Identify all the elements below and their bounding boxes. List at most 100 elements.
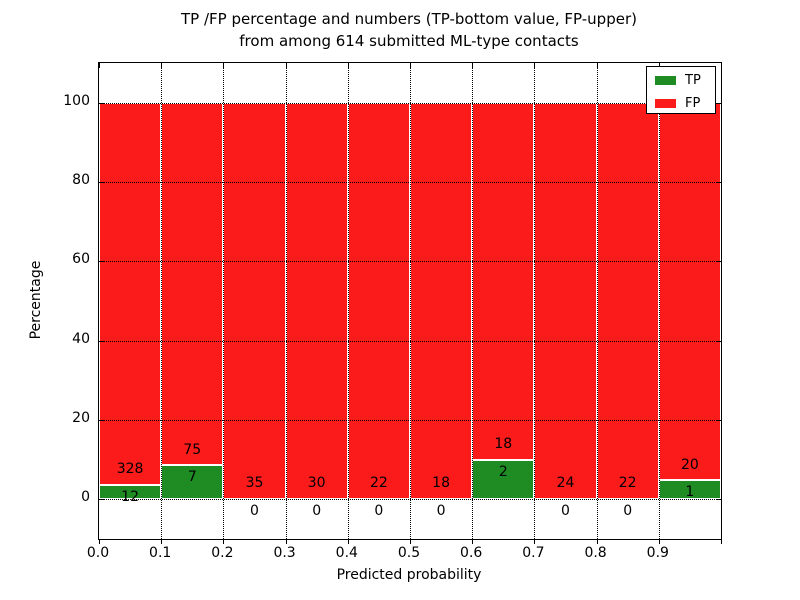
- x-tick-label: 0.1: [149, 545, 172, 561]
- v-gridline: [347, 63, 349, 539]
- tp-count-label: 0: [374, 503, 384, 520]
- x-tick-top: [658, 63, 660, 68]
- legend-label-fp: FP: [685, 95, 701, 111]
- x-tick-bottom: [410, 539, 411, 544]
- x-tick-top: [721, 63, 722, 68]
- x-tick-top: [596, 63, 598, 68]
- fp-bar-segment: [347, 102, 410, 500]
- v-gridline: [472, 63, 474, 539]
- y-tick-left: [99, 102, 104, 104]
- v-gridline: [410, 63, 411, 539]
- y-tick-right: [716, 420, 721, 421]
- x-tick-bottom: [472, 539, 474, 544]
- fp-bar-segment: [99, 102, 162, 486]
- fp-bar-segment: [596, 102, 659, 500]
- fp-bar-segment: [161, 102, 224, 466]
- x-tick-top: [161, 63, 163, 68]
- v-gridline: [596, 63, 598, 539]
- tp-count-label: 0: [561, 503, 570, 520]
- v-gridline: [285, 63, 287, 539]
- fp-bar-segment: [534, 102, 597, 500]
- tp-bar-segment: [161, 465, 224, 500]
- x-tick-label: 0.5: [397, 545, 421, 561]
- fp-swatch-icon: [655, 98, 676, 108]
- v-gridline: [658, 63, 660, 539]
- x-tick-top: [99, 63, 100, 68]
- x-tick-label: 0.8: [584, 545, 607, 561]
- fp-count-label: 75: [183, 441, 202, 458]
- fp-count-label: 22: [369, 475, 388, 492]
- v-gridline: [161, 63, 163, 539]
- chart-title: TP /FP percentage and numbers (TP-bottom…: [98, 9, 720, 52]
- fp-bar-segment: [410, 102, 473, 500]
- tp-count-label: 2: [498, 463, 508, 480]
- fp-bar-segment: [472, 102, 535, 460]
- x-axis-label: Predicted probability: [336, 567, 482, 583]
- y-tick-left: [99, 261, 104, 263]
- y-tick-left: [99, 340, 104, 342]
- chart-title-line2: from among 614 submitted ML-type contact…: [239, 31, 579, 50]
- x-tick-top: [472, 63, 474, 68]
- x-tick-top: [223, 63, 225, 68]
- plot-area: 328 12 75 7 35 0 30 0 22 0 18 0 18 2 24 0 22 0 20 1: [98, 62, 722, 544]
- tp-count-label: 0: [623, 503, 633, 520]
- x-tick-top: [347, 63, 349, 68]
- x-tick-top: [410, 63, 411, 68]
- x-tick-bottom: [534, 539, 536, 544]
- x-tick-label: 0.2: [211, 545, 234, 561]
- tp-count-label: 1: [685, 484, 695, 501]
- y-tick-right: [716, 340, 721, 342]
- y-tick-label: 60: [72, 251, 90, 268]
- legend-item-fp: FP: [647, 93, 715, 113]
- tp-count-label: 0: [436, 503, 446, 520]
- x-tick-bottom: [161, 539, 163, 544]
- tp-count-label: 7: [187, 469, 197, 486]
- fp-count-label: 22: [618, 475, 637, 492]
- legend-item-tp: TP: [647, 70, 715, 90]
- y-tick-right: [716, 182, 721, 183]
- x-tick-bottom: [99, 539, 100, 544]
- x-tick-bottom: [347, 539, 349, 544]
- tp-bar-segment: [472, 459, 535, 500]
- tp-count-label: 0: [312, 503, 322, 520]
- x-tick-label: 0.4: [335, 545, 358, 561]
- y-tick-left: [99, 499, 104, 501]
- x-tick-bottom: [285, 539, 287, 544]
- tp-count-label: 0: [250, 503, 259, 520]
- x-tick-top: [534, 63, 536, 68]
- y-tick-label: 20: [72, 410, 90, 426]
- chart-title-line1: TP /FP percentage and numbers (TP-bottom…: [181, 10, 637, 28]
- fp-count-label: 30: [307, 475, 326, 492]
- legend: TP FP: [646, 66, 716, 114]
- fp-bar-segment: [285, 102, 348, 500]
- y-tick-left: [99, 420, 104, 421]
- tp-count-label: 12: [121, 489, 139, 506]
- y-tick-label: 80: [72, 172, 90, 188]
- y-tick-right: [716, 261, 721, 263]
- fp-count-label: 328: [116, 461, 144, 478]
- v-gridline: [223, 63, 225, 539]
- x-tick-label: 0.6: [460, 545, 483, 561]
- tp-bar-segment: [99, 485, 162, 500]
- y-tick-right: [716, 102, 721, 104]
- x-tick-label: 0.3: [273, 545, 296, 561]
- x-tick-bottom: [596, 539, 598, 544]
- x-tick-bottom: [658, 539, 660, 544]
- y-tick-left: [99, 182, 104, 183]
- y-tick-right: [716, 499, 721, 501]
- fp-count-label: 20: [680, 456, 699, 473]
- fp-count-label: 35: [245, 475, 264, 492]
- v-gridline: [534, 63, 536, 539]
- x-tick-label: 0.0: [86, 545, 110, 561]
- x-tick-label: 0.7: [522, 545, 545, 561]
- x-tick-bottom: [223, 539, 225, 544]
- legend-label-tp: TP: [685, 72, 701, 88]
- fp-bar-segment: [658, 102, 721, 481]
- x-tick-bottom: [721, 539, 722, 544]
- y-tick-label: 40: [72, 330, 90, 347]
- fp-count-label: 18: [432, 475, 450, 492]
- fp-bar-segment: [223, 102, 286, 500]
- y-tick-label: 100: [63, 92, 90, 109]
- fp-count-label: 18: [494, 435, 513, 452]
